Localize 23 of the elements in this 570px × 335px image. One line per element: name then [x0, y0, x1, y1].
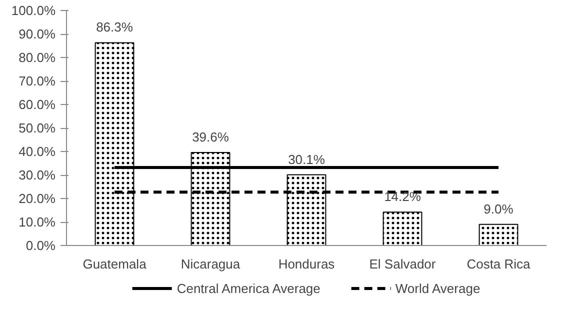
y-tick-label: 90.0% — [18, 26, 56, 42]
y-tick-label: 50.0% — [18, 120, 56, 136]
data-label: 9.0% — [484, 201, 514, 216]
y-tick-label: 40.0% — [18, 144, 56, 159]
y-tick-label: 30.0% — [18, 168, 56, 182]
x-tick-label: Nicaragua — [180, 256, 241, 272]
y-tick-label: 60.0% — [18, 97, 56, 112]
x-tick-label: Costa Rica — [466, 256, 532, 272]
data-label: 86.3% — [96, 20, 134, 35]
y-tick-label: 0.0% — [26, 238, 56, 253]
y-tick-label: 100.0% — [11, 3, 56, 18]
x-tick-label: Honduras — [278, 256, 336, 272]
data-label: 39.6% — [192, 129, 230, 144]
legend-label: World Average — [395, 280, 480, 296]
y-tick-label: 80.0% — [18, 50, 56, 65]
x-tick-label: Guatemala — [82, 256, 148, 272]
y-tick-label: 20.0% — [18, 191, 56, 206]
legend-label: Central America Average — [176, 280, 320, 296]
y-tick-label: 70.0% — [18, 74, 56, 88]
data-label: 14.2% — [384, 189, 422, 204]
data-label: 30.1% — [288, 152, 326, 167]
y-tick-label: 10.0% — [18, 214, 56, 230]
x-tick-label: El Salvador — [369, 256, 436, 272]
